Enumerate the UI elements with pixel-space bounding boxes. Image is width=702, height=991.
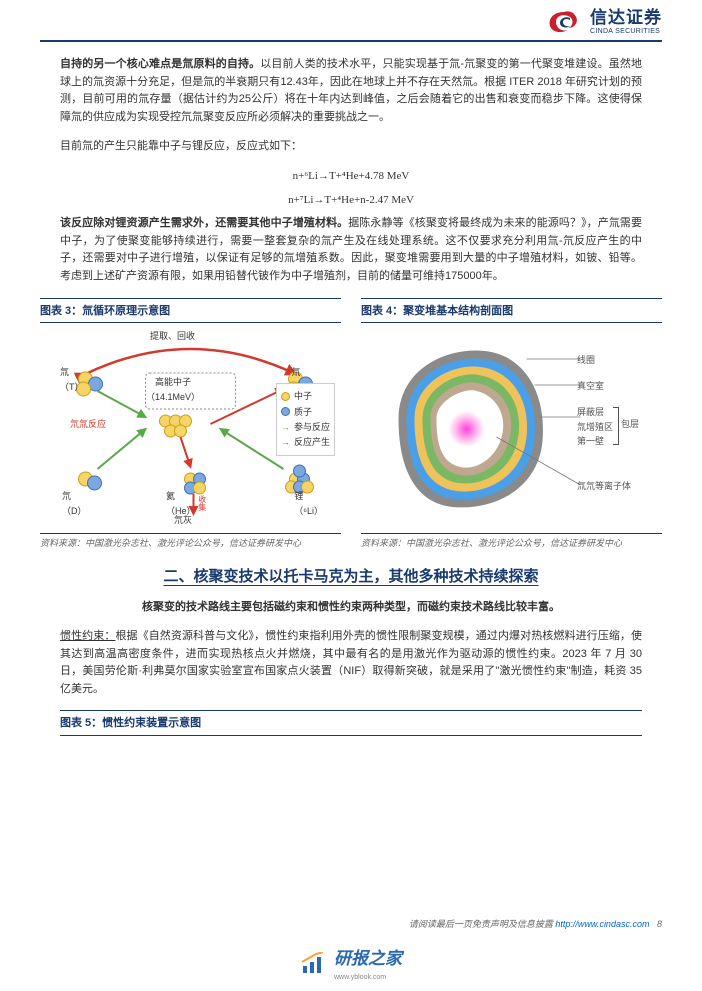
body-content: 自持的另一个核心难点是氚原料的自持。以目前人类的技术水平，只能实现基于氚-氘聚变… xyxy=(0,56,702,286)
para-1: 自持的另一个核心难点是氚原料的自持。以目前人类的技术水平，只能实现基于氚-氘聚变… xyxy=(60,56,642,126)
para-3: 该反应除对锂资源产生需求外，还需要其他中子增殖材料。据陈永静等《核聚变将最终成为… xyxy=(60,215,642,285)
section-2-content: 核聚变的技术路线主要包括磁约束和惯性约束两种类型，而磁约束技术路线比较丰富。 惯… xyxy=(0,599,702,699)
watermark: 研报之家 www.yblook.com xyxy=(300,945,402,983)
page-header: 信达证券 CINDA SECURITIES xyxy=(0,0,702,40)
fig3-t-left: 氚（T） xyxy=(60,365,84,394)
fig3-li: 锂（⁶Li） xyxy=(294,489,323,518)
fig5-title: 图表 5：惯性约束装置示意图 xyxy=(60,710,642,736)
fig4-diagram: 线圈 真空室 屏蔽层氚增殖区第一壁 包层 氚氘等离子体 xyxy=(361,329,662,529)
logo: 信达证券 CINDA SECURITIES xyxy=(544,8,662,36)
fig4-title: 图表 4：聚变堆基本结构剖面图 xyxy=(361,298,662,324)
figure-3: 图表 3：氚循环原理示意图 xyxy=(40,298,341,551)
fig3-legend: 中子 质子 →参与反应 →反应产生 xyxy=(276,383,335,456)
para-2: 目前氚的产生只能靠中子与锂反应，反应式如下： xyxy=(60,138,642,156)
fig4-shield-breed-wall: 屏蔽层氚增殖区第一壁 xyxy=(577,405,613,448)
bracket-icon xyxy=(613,407,619,445)
header-rule xyxy=(40,40,662,42)
para-4: 核聚变的技术路线主要包括磁约束和惯性约束两种类型，而磁约束技术路线比较丰富。 xyxy=(60,599,642,617)
page-footer: 请阅读最后一页免责声明及信息披露 http://www.cindasc.com … xyxy=(409,917,662,931)
cinda-swirl-icon xyxy=(544,8,584,36)
section-2-title: 二、核聚变技术以托卡马克为主，其他多种技术持续探索 xyxy=(0,565,702,589)
figure-4: 图表 4：聚变堆基本结构剖面图 xyxy=(361,298,662,551)
fig3-source: 资料来源：中国激光杂志社、激光评论公众号，信达证券研发中心 xyxy=(40,533,341,550)
fig3-d: 氘（D） xyxy=(62,489,87,518)
footer-link[interactable]: http://www.cindasc.com xyxy=(555,919,649,929)
watermark-icon xyxy=(300,952,328,976)
logo-en: CINDA SECURITIES xyxy=(590,28,662,36)
equation-2: n+⁷Li→T+⁴He+n-2.47 MeV xyxy=(60,192,642,210)
fig3-center: 高能中子（14.1MeV） xyxy=(146,375,200,404)
fig3-title: 图表 3：氚循环原理示意图 xyxy=(40,298,341,324)
figure-row-3-4: 图表 3：氚循环原理示意图 xyxy=(40,298,662,551)
fig3-diagram: 提取、回收 氚（T） 氚（T） 高能中子（14.1MeV） 氘氚反应 氚增殖反应… xyxy=(40,329,341,529)
para-5: 惯性约束：根据《自然资源科普与文化》，惯性约束指利用外壳的惯性限制聚变规模，通过… xyxy=(60,628,642,698)
logo-cn: 信达证券 xyxy=(590,9,662,28)
fig4-source: 资料来源：中国激光杂志社、激光评论公众号，信达证券研发中心 xyxy=(361,533,662,550)
equation-1: n+⁶Li→T+⁴He+4.78 MeV xyxy=(60,168,642,186)
